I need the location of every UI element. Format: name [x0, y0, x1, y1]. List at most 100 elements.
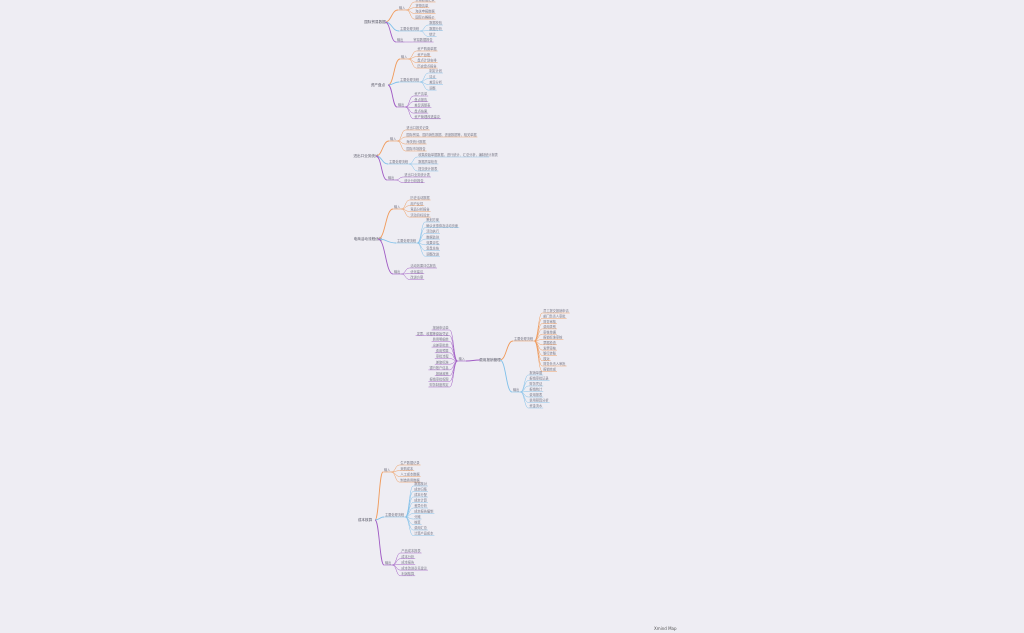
branch-topic[interactable]: 输出 — [388, 175, 394, 180]
leaf-topic[interactable]: 优化建议 — [410, 269, 424, 274]
branch-topic[interactable]: 主要处理流程 — [397, 238, 417, 243]
branch-topic[interactable]: 主要处理流程 — [400, 77, 420, 82]
root-topic[interactable]: 费用报销管理 — [479, 357, 501, 362]
leaf-topic[interactable]: 发票审核 — [543, 345, 557, 350]
leaf-topic[interactable]: 竞品分析报告 — [410, 207, 429, 212]
leaf-topic[interactable]: 员工提交报销申请 — [543, 308, 569, 313]
leaf-topic[interactable]: 成本分配 — [414, 492, 428, 497]
leaf-topic[interactable]: 资金流水 — [529, 403, 543, 408]
leaf-topic[interactable]: 盘点结果 — [414, 108, 428, 113]
leaf-topic[interactable]: 财务凭证 — [529, 381, 543, 386]
leaf-topic[interactable]: 效果评估 — [426, 240, 440, 245]
leaf-topic[interactable]: 产品成本报表 — [401, 548, 421, 553]
leaf-topic[interactable]: 发票、收据等原始凭证 — [417, 331, 450, 336]
leaf-topic[interactable]: 报销标准审核 — [543, 335, 563, 340]
leaf-topic[interactable]: 报销审批记录 — [529, 376, 549, 381]
leaf-topic[interactable]: 复盘总结 — [426, 246, 439, 251]
leaf-topic[interactable]: 分摊 — [414, 514, 421, 519]
leaf-topic[interactable]: 海关申报数据 — [415, 9, 435, 14]
leaf-topic[interactable]: 改进方案 — [410, 275, 424, 280]
leaf-topic[interactable]: 资产台账 — [417, 52, 431, 57]
branch-topic[interactable]: 输出 — [397, 37, 403, 42]
leaf-topic[interactable]: 盘点计划安排 — [417, 58, 437, 63]
leaf-topic[interactable]: 贸易数据记录 — [415, 0, 435, 2]
root-topic[interactable]: 电商活动流程优化 — [354, 236, 383, 241]
leaf-topic[interactable]: 资产购置单据 — [417, 46, 437, 51]
leaf-topic[interactable]: 提交统计报表 — [418, 166, 438, 171]
leaf-topic[interactable]: 采购成本 — [400, 466, 414, 471]
branch-topic[interactable]: 主要处理流程 — [514, 336, 534, 341]
branch-topic[interactable]: 输入 — [390, 136, 397, 141]
leaf-topic[interactable]: 进出口业务统计表 — [404, 172, 430, 177]
leaf-topic[interactable]: 费用汇总 — [414, 525, 428, 530]
leaf-topic[interactable]: 财务负责人审批 — [543, 361, 566, 366]
leaf-topic[interactable]: 财务制度规定 — [429, 382, 449, 387]
leaf-topic[interactable]: 费用预算分析 — [529, 398, 549, 403]
leaf-topic[interactable]: 报销完成 — [543, 367, 557, 372]
root-topic[interactable]: 国际贸易数据 — [364, 19, 386, 24]
leaf-topic[interactable]: 计算产品成本 — [414, 531, 434, 536]
leaf-topic[interactable]: 数据分析 — [429, 26, 443, 31]
leaf-topic[interactable]: 收集原始单据数据，进行统计、汇总分析，编制统计报表 — [418, 152, 498, 157]
leaf-topic[interactable]: 费用明细单 — [433, 337, 450, 342]
leaf-topic[interactable]: 生产数据记录 — [400, 460, 420, 465]
leaf-topic[interactable]: 资产清单 — [414, 91, 428, 96]
leaf-topic[interactable]: 用户反馈 — [410, 201, 424, 206]
leaf-topic[interactable]: 历史盘点报告 — [417, 63, 436, 68]
branch-topic[interactable]: 输入 — [459, 356, 466, 361]
leaf-topic[interactable]: 国际贸易、国内销售数据、进度数据等，相关单据 — [406, 132, 477, 137]
leaf-topic[interactable]: 贸易数据报告 — [413, 37, 432, 42]
leaf-topic[interactable]: 部门负责人审批 — [543, 314, 566, 319]
leaf-topic[interactable]: 核对 — [543, 356, 550, 361]
leaf-topic[interactable]: 银行账户信息 — [429, 365, 448, 370]
branch-topic[interactable]: 输入 — [399, 5, 406, 10]
branch-topic[interactable]: 主要处理流程 — [400, 26, 420, 31]
branch-topic[interactable]: 输出 — [513, 387, 519, 392]
leaf-topic[interactable]: 统计 — [429, 32, 436, 37]
leaf-topic[interactable]: 制定计划 — [429, 68, 442, 73]
leaf-topic[interactable]: 费用报表 — [529, 392, 543, 397]
leaf-topic[interactable]: 报销政策 — [436, 371, 450, 376]
leaf-topic[interactable]: 确认优惠券及活动页面 — [426, 223, 458, 228]
leaf-topic[interactable]: 核算 — [414, 520, 421, 525]
leaf-topic[interactable]: 进出口报关记录 — [406, 125, 429, 130]
leaf-topic[interactable]: 活动效果评估报告 — [410, 263, 436, 268]
branch-topic[interactable]: 输入 — [394, 204, 401, 209]
leaf-topic[interactable]: 审核单据 — [543, 329, 557, 334]
branch-topic[interactable]: 主要处理流程 — [389, 159, 409, 164]
root-topic[interactable]: 进出口业务统计 — [353, 153, 379, 158]
leaf-topic[interactable]: 货物清单 — [415, 3, 429, 8]
leaf-topic[interactable]: 数据质量检查 — [418, 159, 438, 164]
leaf-topic[interactable]: 数据校验 — [429, 20, 443, 25]
leaf-topic[interactable]: 费用类别 — [543, 324, 556, 329]
leaf-topic[interactable]: 报销单据 — [529, 370, 543, 375]
branch-topic[interactable]: 输入 — [384, 467, 391, 472]
leaf-topic[interactable]: 利润核算 — [401, 571, 415, 576]
leaf-topic[interactable]: 差旅标准 — [436, 359, 450, 364]
branch-topic[interactable]: 输出 — [385, 560, 391, 565]
leaf-topic[interactable]: 数据核对 — [414, 481, 428, 486]
leaf-topic[interactable]: 银行转账 — [543, 351, 557, 356]
leaf-topic[interactable]: 盘点报告 — [414, 97, 427, 102]
leaf-topic[interactable]: 成本归集 — [414, 487, 428, 492]
leaf-topic[interactable]: 活动目标设定 — [410, 212, 430, 217]
branch-topic[interactable]: 输入 — [401, 54, 408, 59]
leaf-topic[interactable]: 国际价格报价 — [415, 14, 435, 19]
leaf-topic[interactable]: 票据检查 — [543, 340, 557, 345]
branch-topic[interactable]: 输出 — [394, 269, 400, 274]
leaf-topic[interactable]: 审批流程 — [436, 354, 450, 359]
leaf-topic[interactable]: 调整改进 — [426, 251, 440, 256]
branch-topic[interactable]: 主要处理流程 — [385, 512, 405, 517]
branch-topic[interactable]: 输出 — [398, 102, 404, 107]
leaf-topic[interactable]: 清点 — [429, 74, 436, 79]
leaf-topic[interactable]: 差异分析 — [429, 80, 443, 85]
leaf-topic[interactable]: 成本报告 — [401, 560, 414, 565]
leaf-topic[interactable]: 财务审核 — [543, 319, 557, 324]
leaf-topic[interactable]: 成本改进意见建议 — [401, 565, 427, 570]
leaf-topic[interactable]: 调整 — [429, 85, 436, 90]
leaf-topic[interactable]: 差异调整表 — [414, 103, 431, 108]
leaf-topic[interactable]: 资产管理改进建议 — [414, 114, 440, 119]
leaf-topic[interactable]: 制造费用数据 — [400, 477, 420, 482]
leaf-topic[interactable]: 费用预算 — [436, 348, 450, 353]
root-topic[interactable]: 成本核算 — [358, 517, 373, 522]
